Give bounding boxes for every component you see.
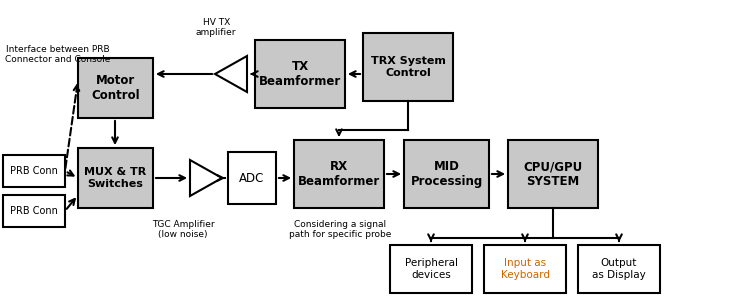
Bar <box>78 148 153 208</box>
Bar <box>3 155 65 187</box>
Polygon shape <box>215 56 247 92</box>
Text: PRB Conn: PRB Conn <box>10 206 58 216</box>
Text: MUX & TR
Switches: MUX & TR Switches <box>85 167 147 189</box>
Bar <box>255 40 345 108</box>
Bar <box>390 245 472 293</box>
Text: PRB Conn: PRB Conn <box>10 166 58 176</box>
Text: TGC Amplifier
(low noise): TGC Amplifier (low noise) <box>152 220 214 239</box>
Text: Output
as Display: Output as Display <box>592 258 646 280</box>
Bar <box>578 245 660 293</box>
Bar <box>484 245 566 293</box>
Polygon shape <box>190 160 222 196</box>
Bar <box>508 140 598 208</box>
Text: TRX System
Control: TRX System Control <box>370 56 445 78</box>
Text: HV TX
amplifier: HV TX amplifier <box>196 18 237 37</box>
Text: RX
Beamformer: RX Beamformer <box>298 160 380 188</box>
Text: Interface between PRB
Connector and Console: Interface between PRB Connector and Cons… <box>5 45 110 64</box>
Text: Peripheral
devices: Peripheral devices <box>404 258 457 280</box>
Bar <box>78 58 153 118</box>
Text: Motor
Control: Motor Control <box>91 74 140 102</box>
Text: Considering a signal
path for specific probe: Considering a signal path for specific p… <box>289 220 391 239</box>
Text: TX
Beamformer: TX Beamformer <box>259 60 341 88</box>
Text: CPU/GPU
SYSTEM: CPU/GPU SYSTEM <box>523 160 583 188</box>
Text: Input as
Keyboard: Input as Keyboard <box>500 258 550 280</box>
Text: ADC: ADC <box>240 172 265 185</box>
Text: MID
Processing: MID Processing <box>411 160 482 188</box>
Bar <box>228 152 276 204</box>
Bar <box>404 140 489 208</box>
Bar <box>294 140 384 208</box>
Bar <box>363 33 453 101</box>
Bar <box>3 195 65 227</box>
